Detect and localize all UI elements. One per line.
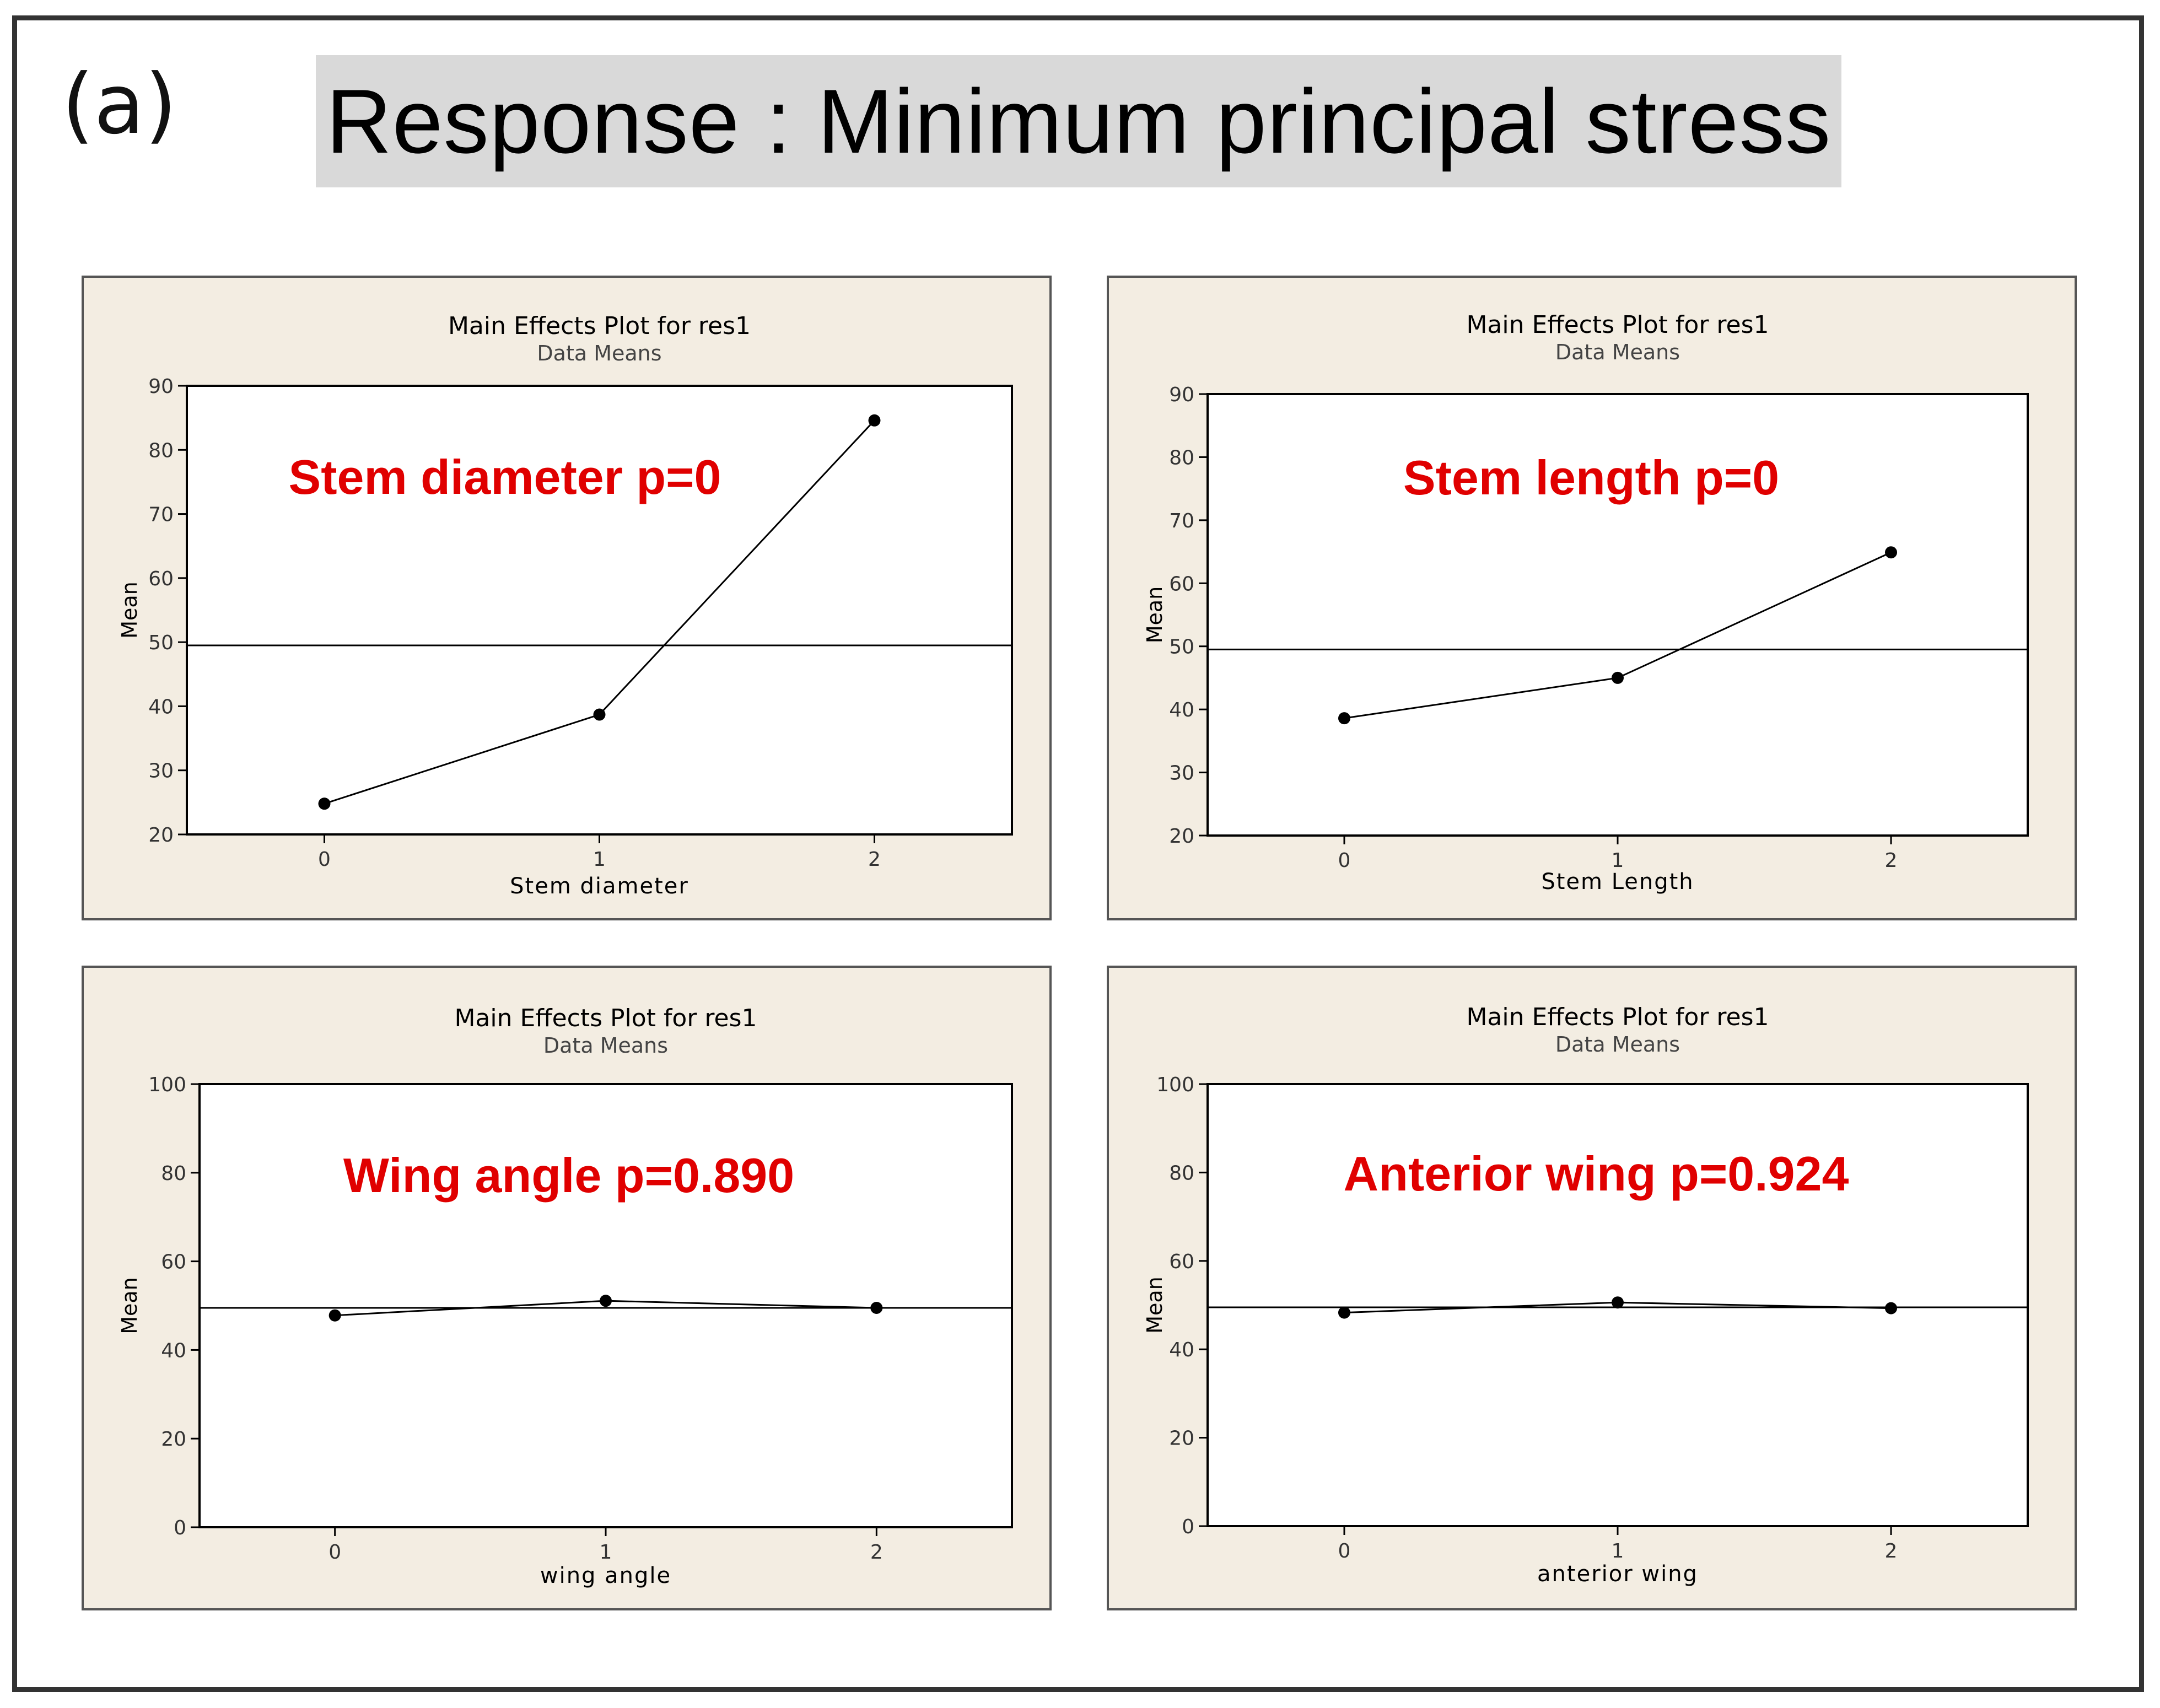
p-value-annotation: Stem length p=0 xyxy=(1403,450,1779,505)
chart-subtitle: Data Means xyxy=(543,1033,668,1058)
chart-panel-wing-angle: Main Effects Plot for res1 Data Means 0 20 4… xyxy=(82,966,1052,1610)
y-tick-label: 60 xyxy=(1169,1251,1194,1273)
chart-subtitle: Data Means xyxy=(1555,340,1680,364)
y-axis-label: Mean xyxy=(117,1277,142,1334)
y-tick-label: 60 xyxy=(1169,573,1194,595)
y-tick-label: 70 xyxy=(1169,510,1194,532)
y-tick-label: 40 xyxy=(161,1339,186,1362)
chart-subtitle: Data Means xyxy=(537,341,661,365)
y-axis-label: Mean xyxy=(1143,586,1167,644)
chart-panel-stem-length: Main Effects Plot for res1 Data Means 20 30… xyxy=(1107,276,2077,920)
chart-title: Main Effects Plot for res1 xyxy=(454,1004,757,1032)
y-tick-label: 20 xyxy=(1169,825,1194,848)
data-point xyxy=(1885,546,1897,559)
y-tick-label: 20 xyxy=(148,824,174,847)
x-axis-label: wing angle xyxy=(540,1563,671,1588)
y-tick-label: 80 xyxy=(161,1162,186,1185)
x-tick-label: 2 xyxy=(868,848,881,871)
y-tick-label: 40 xyxy=(1169,699,1194,721)
x-tick-label: 2 xyxy=(1885,1540,1898,1562)
data-point xyxy=(593,708,606,721)
y-tick-label: 50 xyxy=(1169,636,1194,659)
y-tick-label: 40 xyxy=(1169,1339,1194,1361)
y-tick-label: 0 xyxy=(1182,1516,1194,1538)
x-tick-label: 0 xyxy=(328,1541,341,1564)
x-tick-label: 2 xyxy=(870,1541,883,1564)
data-point xyxy=(1885,1302,1897,1314)
y-axis-label: Mean xyxy=(117,581,142,639)
y-tick-label: 40 xyxy=(148,696,174,718)
y-tick-label: 50 xyxy=(148,632,174,654)
data-point xyxy=(870,1302,883,1314)
x-tick-label: 0 xyxy=(1338,1540,1351,1562)
y-tick-label: 80 xyxy=(1169,446,1194,469)
data-point xyxy=(1338,712,1350,725)
plot-area xyxy=(186,385,1013,836)
data-point xyxy=(1612,1296,1624,1309)
x-tick-label: 1 xyxy=(1612,849,1624,872)
y-tick-label: 70 xyxy=(148,504,174,526)
x-axis-label: Stem diameter xyxy=(510,874,689,899)
y-tick-label: 90 xyxy=(1169,384,1194,406)
x-axis-label: anterior wing xyxy=(1537,1561,1698,1587)
y-tick-label: 20 xyxy=(1169,1427,1194,1450)
x-tick-label: 1 xyxy=(1612,1540,1624,1562)
y-axis-label: Mean xyxy=(1143,1276,1167,1334)
y-tick-label: 20 xyxy=(161,1428,186,1451)
p-value-annotation: Wing angle p=0.890 xyxy=(343,1148,794,1203)
plot-area xyxy=(1206,393,2029,837)
x-tick-label: 2 xyxy=(1885,849,1898,872)
y-tick-label: 90 xyxy=(148,375,174,398)
y-tick-label: 0 xyxy=(174,1517,186,1539)
x-tick-label: 1 xyxy=(600,1541,612,1564)
data-point xyxy=(600,1295,612,1307)
chart-panel-stem-diameter: Main Effects Plot for res1 Data Means 20 30… xyxy=(82,276,1052,920)
panel-label: (a) xyxy=(62,57,177,153)
y-tick-label: 100 xyxy=(1156,1074,1194,1096)
x-axis-label: Stem Length xyxy=(1541,869,1694,895)
y-tick-label: 80 xyxy=(1169,1162,1194,1184)
y-tick-label: 60 xyxy=(148,568,174,590)
figure-title-box: Response : Minimum principal stress xyxy=(316,55,1841,187)
data-point xyxy=(1338,1306,1350,1319)
x-tick-label: 0 xyxy=(318,848,331,871)
x-tick-label: 1 xyxy=(593,848,606,871)
chart-title: Main Effects Plot for res1 xyxy=(448,312,751,340)
p-value-annotation: Anterior wing p=0.924 xyxy=(1344,1146,1849,1201)
y-tick-label: 30 xyxy=(1169,762,1194,785)
y-tick-label: 100 xyxy=(148,1074,186,1096)
data-point xyxy=(868,414,881,427)
data-point xyxy=(1612,671,1624,684)
y-tick-label: 60 xyxy=(161,1251,186,1274)
x-tick-label: 0 xyxy=(1338,849,1351,872)
chart-title: Main Effects Plot for res1 xyxy=(1466,1003,1769,1031)
chart-panel-anterior-wing: Main Effects Plot for res1 Data Means 0 20 4… xyxy=(1107,966,2077,1610)
y-tick-label: 80 xyxy=(148,439,174,462)
figure-title: Response : Minimum principal stress xyxy=(326,70,1832,172)
data-point xyxy=(328,1309,341,1322)
chart-subtitle: Data Means xyxy=(1555,1032,1680,1057)
p-value-annotation: Stem diameter p=0 xyxy=(289,450,721,504)
y-tick-label: 30 xyxy=(148,760,174,783)
data-point xyxy=(318,798,331,810)
chart-title: Main Effects Plot for res1 xyxy=(1466,311,1769,339)
